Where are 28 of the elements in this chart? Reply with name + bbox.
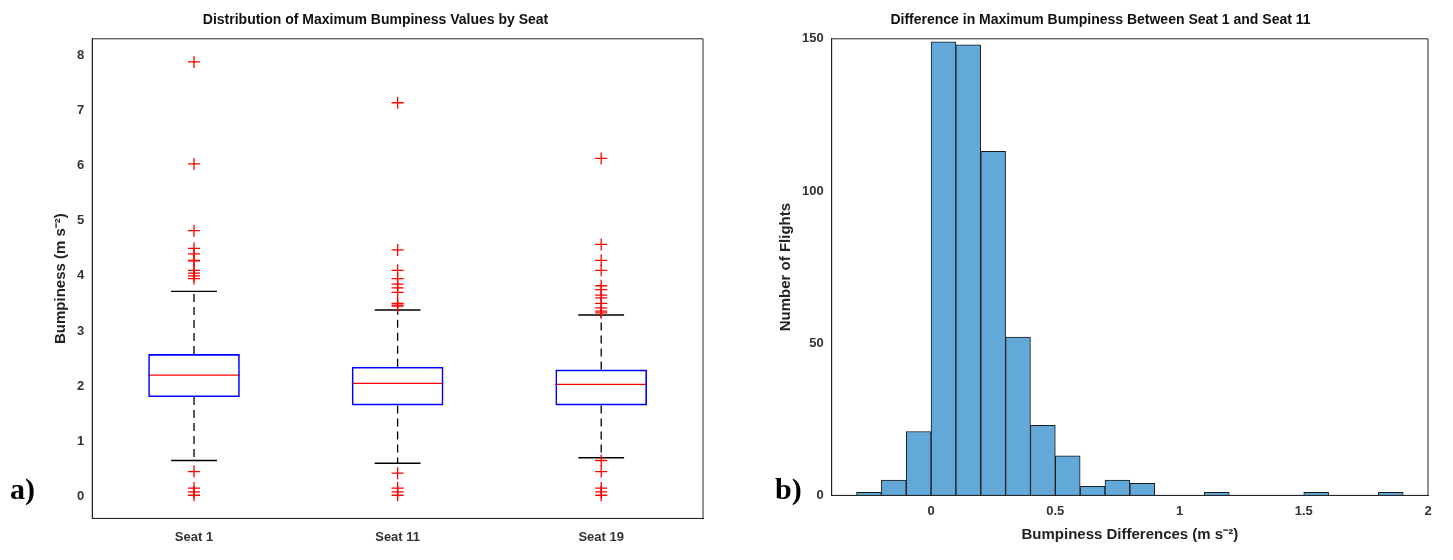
x-tick-label: 2: [1424, 502, 1432, 518]
x-tick-label: 0.5: [1046, 502, 1065, 518]
y-tick-label: 2: [77, 377, 85, 393]
y-tick-label: 1: [77, 432, 85, 448]
x-axis-title: Bumpiness Differences (m s⁻²): [1021, 525, 1239, 543]
y-tick-label: 50: [809, 334, 824, 350]
y-tick-label: 6: [77, 157, 85, 173]
y-tick-label: 150: [801, 30, 824, 46]
y-tick-label: 3: [77, 322, 85, 338]
x-tick-label: 1: [1175, 502, 1184, 518]
chart-title: Distribution of Maximum Bumpiness Values by Seat: [202, 11, 549, 28]
y-tick-label: 8: [77, 46, 85, 62]
x-tick-label: Seat 19: [578, 528, 624, 544]
y-axis-title: Bumpiness (m s⁻²): [51, 213, 69, 345]
x-tick-label: 0: [927, 502, 935, 518]
text: b): [775, 472, 802, 506]
text: a): [10, 472, 35, 506]
x-tick-label: 1.5: [1294, 502, 1313, 518]
y-tick-label: 4: [77, 267, 85, 283]
x-tick-label: Seat 11: [375, 528, 421, 544]
chart-title: Difference in Maximum Bumpiness Between Seat 1 and Seat 11: [890, 11, 1311, 28]
y-tick-label: 100: [801, 182, 824, 198]
y-tick-label: 0: [816, 486, 824, 502]
x-tick-label: Seat 1: [174, 528, 214, 544]
y-axis-title: Number of Flights: [776, 202, 794, 332]
y-tick-label: 7: [77, 102, 85, 118]
y-tick-label: 5: [77, 212, 85, 228]
y-tick-label: 0: [77, 487, 85, 503]
